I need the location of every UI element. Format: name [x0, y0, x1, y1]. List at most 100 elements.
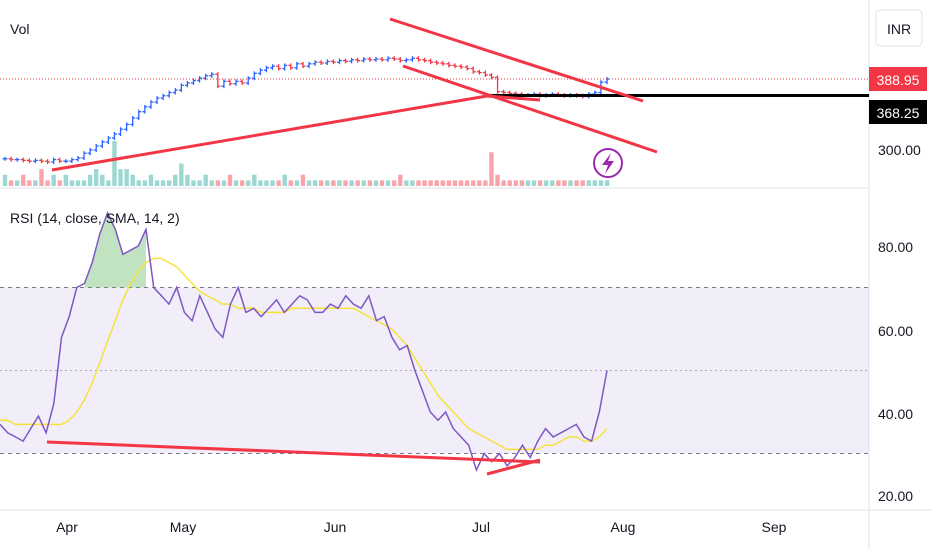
volume-bar	[580, 180, 585, 186]
last-price-value: 388.95	[877, 72, 920, 88]
volume-bar	[8, 180, 14, 186]
support-price-tag: 368.25	[869, 100, 927, 124]
volume-bar	[154, 180, 160, 186]
volume-bar	[410, 180, 415, 186]
time-tick-jul: Jul	[472, 519, 490, 535]
volume-bar	[276, 180, 281, 186]
volume-bar	[239, 180, 245, 186]
price-bar	[373, 57, 379, 62]
price-bar	[501, 89, 507, 95]
price-bar	[470, 66, 476, 74]
time-tick-may: May	[170, 519, 196, 535]
volume-bar	[507, 180, 512, 186]
volume-bar	[39, 169, 44, 186]
time-tick-jun: Jun	[324, 519, 347, 535]
price-bar	[440, 61, 446, 66]
price-bar	[446, 61, 452, 68]
price-bar	[99, 140, 105, 149]
volume-bar	[464, 180, 470, 186]
volume-bar	[264, 180, 269, 186]
price-bar	[20, 157, 26, 163]
price-bar	[45, 159, 51, 164]
volume-bar	[14, 180, 20, 186]
volume-bar	[373, 180, 379, 186]
currency-button[interactable]	[875, 9, 923, 47]
price-bar	[458, 64, 464, 69]
price-bar	[428, 58, 434, 65]
volume-bar	[288, 180, 293, 186]
volume-bar	[130, 174, 135, 186]
time-tick-apr: Apr	[56, 519, 78, 535]
price-bar	[209, 72, 215, 78]
price-bar	[488, 72, 494, 80]
volume-bar	[325, 180, 330, 186]
time-axis[interactable]: Apr May Jun Jul Aug Sep	[56, 519, 787, 535]
trendline-upper-channel[interactable]	[389, 17, 644, 103]
price-bar	[294, 61, 300, 70]
volume-bar	[361, 180, 366, 186]
trendline-lower-channel[interactable]	[402, 64, 658, 154]
price-bar	[361, 57, 367, 63]
price-bar	[2, 156, 8, 161]
volume-bar	[282, 174, 287, 186]
rsi-band-fill	[0, 287, 869, 454]
price-bar	[233, 79, 239, 86]
price-bar	[178, 83, 184, 93]
price-bar	[464, 64, 470, 71]
volume-bar	[519, 180, 525, 186]
volume-bar	[252, 174, 257, 186]
price-bar	[124, 122, 130, 132]
price-bar	[604, 76, 610, 85]
price-bar	[409, 56, 415, 62]
volume-bar	[343, 180, 348, 186]
volume-bar	[398, 174, 403, 186]
volume-bar	[246, 180, 251, 186]
volume-bar	[422, 180, 427, 186]
trendline-rising[interactable]	[51, 94, 488, 172]
price-bar	[111, 132, 117, 141]
volume-bar	[258, 180, 263, 186]
volume-bar	[294, 180, 300, 186]
volume-bar	[21, 174, 26, 186]
rsi-divergence-line[interactable]	[46, 440, 541, 464]
price-bars	[2, 56, 610, 164]
price-bar	[330, 59, 336, 65]
trendline-base[interactable]	[486, 94, 541, 102]
price-bar	[452, 63, 458, 69]
last-price-tag: 388.95	[869, 67, 927, 91]
volume-bar	[209, 180, 214, 186]
time-tick-sep: Sep	[762, 519, 787, 535]
price-bar	[403, 57, 409, 63]
volume-bar	[379, 180, 385, 186]
price-bar	[270, 64, 276, 70]
price-bar	[379, 57, 385, 62]
volume-bar	[106, 180, 111, 186]
volume-bar	[233, 180, 239, 186]
volume-bar	[452, 180, 458, 186]
rsi-tick-20: 20.00	[878, 488, 913, 504]
volume-bar	[592, 180, 598, 186]
volume-bar	[319, 180, 324, 186]
price-bar	[282, 63, 288, 71]
price-axis[interactable]: INR 388.95 368.25 300.00 80.00 60.00 40.…	[869, 9, 927, 504]
volume-bar	[124, 169, 129, 186]
price-bar	[276, 64, 282, 71]
price-bar	[227, 79, 233, 86]
price-bar	[300, 61, 306, 69]
support-price-value: 368.25	[877, 105, 920, 121]
volume-bar	[428, 180, 433, 186]
volume-bar	[604, 180, 610, 186]
rsi-divergence-line-short[interactable]	[486, 458, 541, 476]
trendlines[interactable]	[51, 17, 658, 172]
flash-icon[interactable]	[593, 148, 623, 178]
volume-bar	[221, 180, 227, 186]
price-bar	[32, 158, 38, 164]
volume-bar	[598, 180, 604, 186]
price-bar	[154, 96, 160, 105]
volume-bar	[489, 152, 494, 186]
volume-bar	[458, 180, 464, 186]
price-bar	[51, 157, 57, 164]
volume-bar	[501, 180, 506, 186]
volume-bar	[179, 163, 184, 186]
